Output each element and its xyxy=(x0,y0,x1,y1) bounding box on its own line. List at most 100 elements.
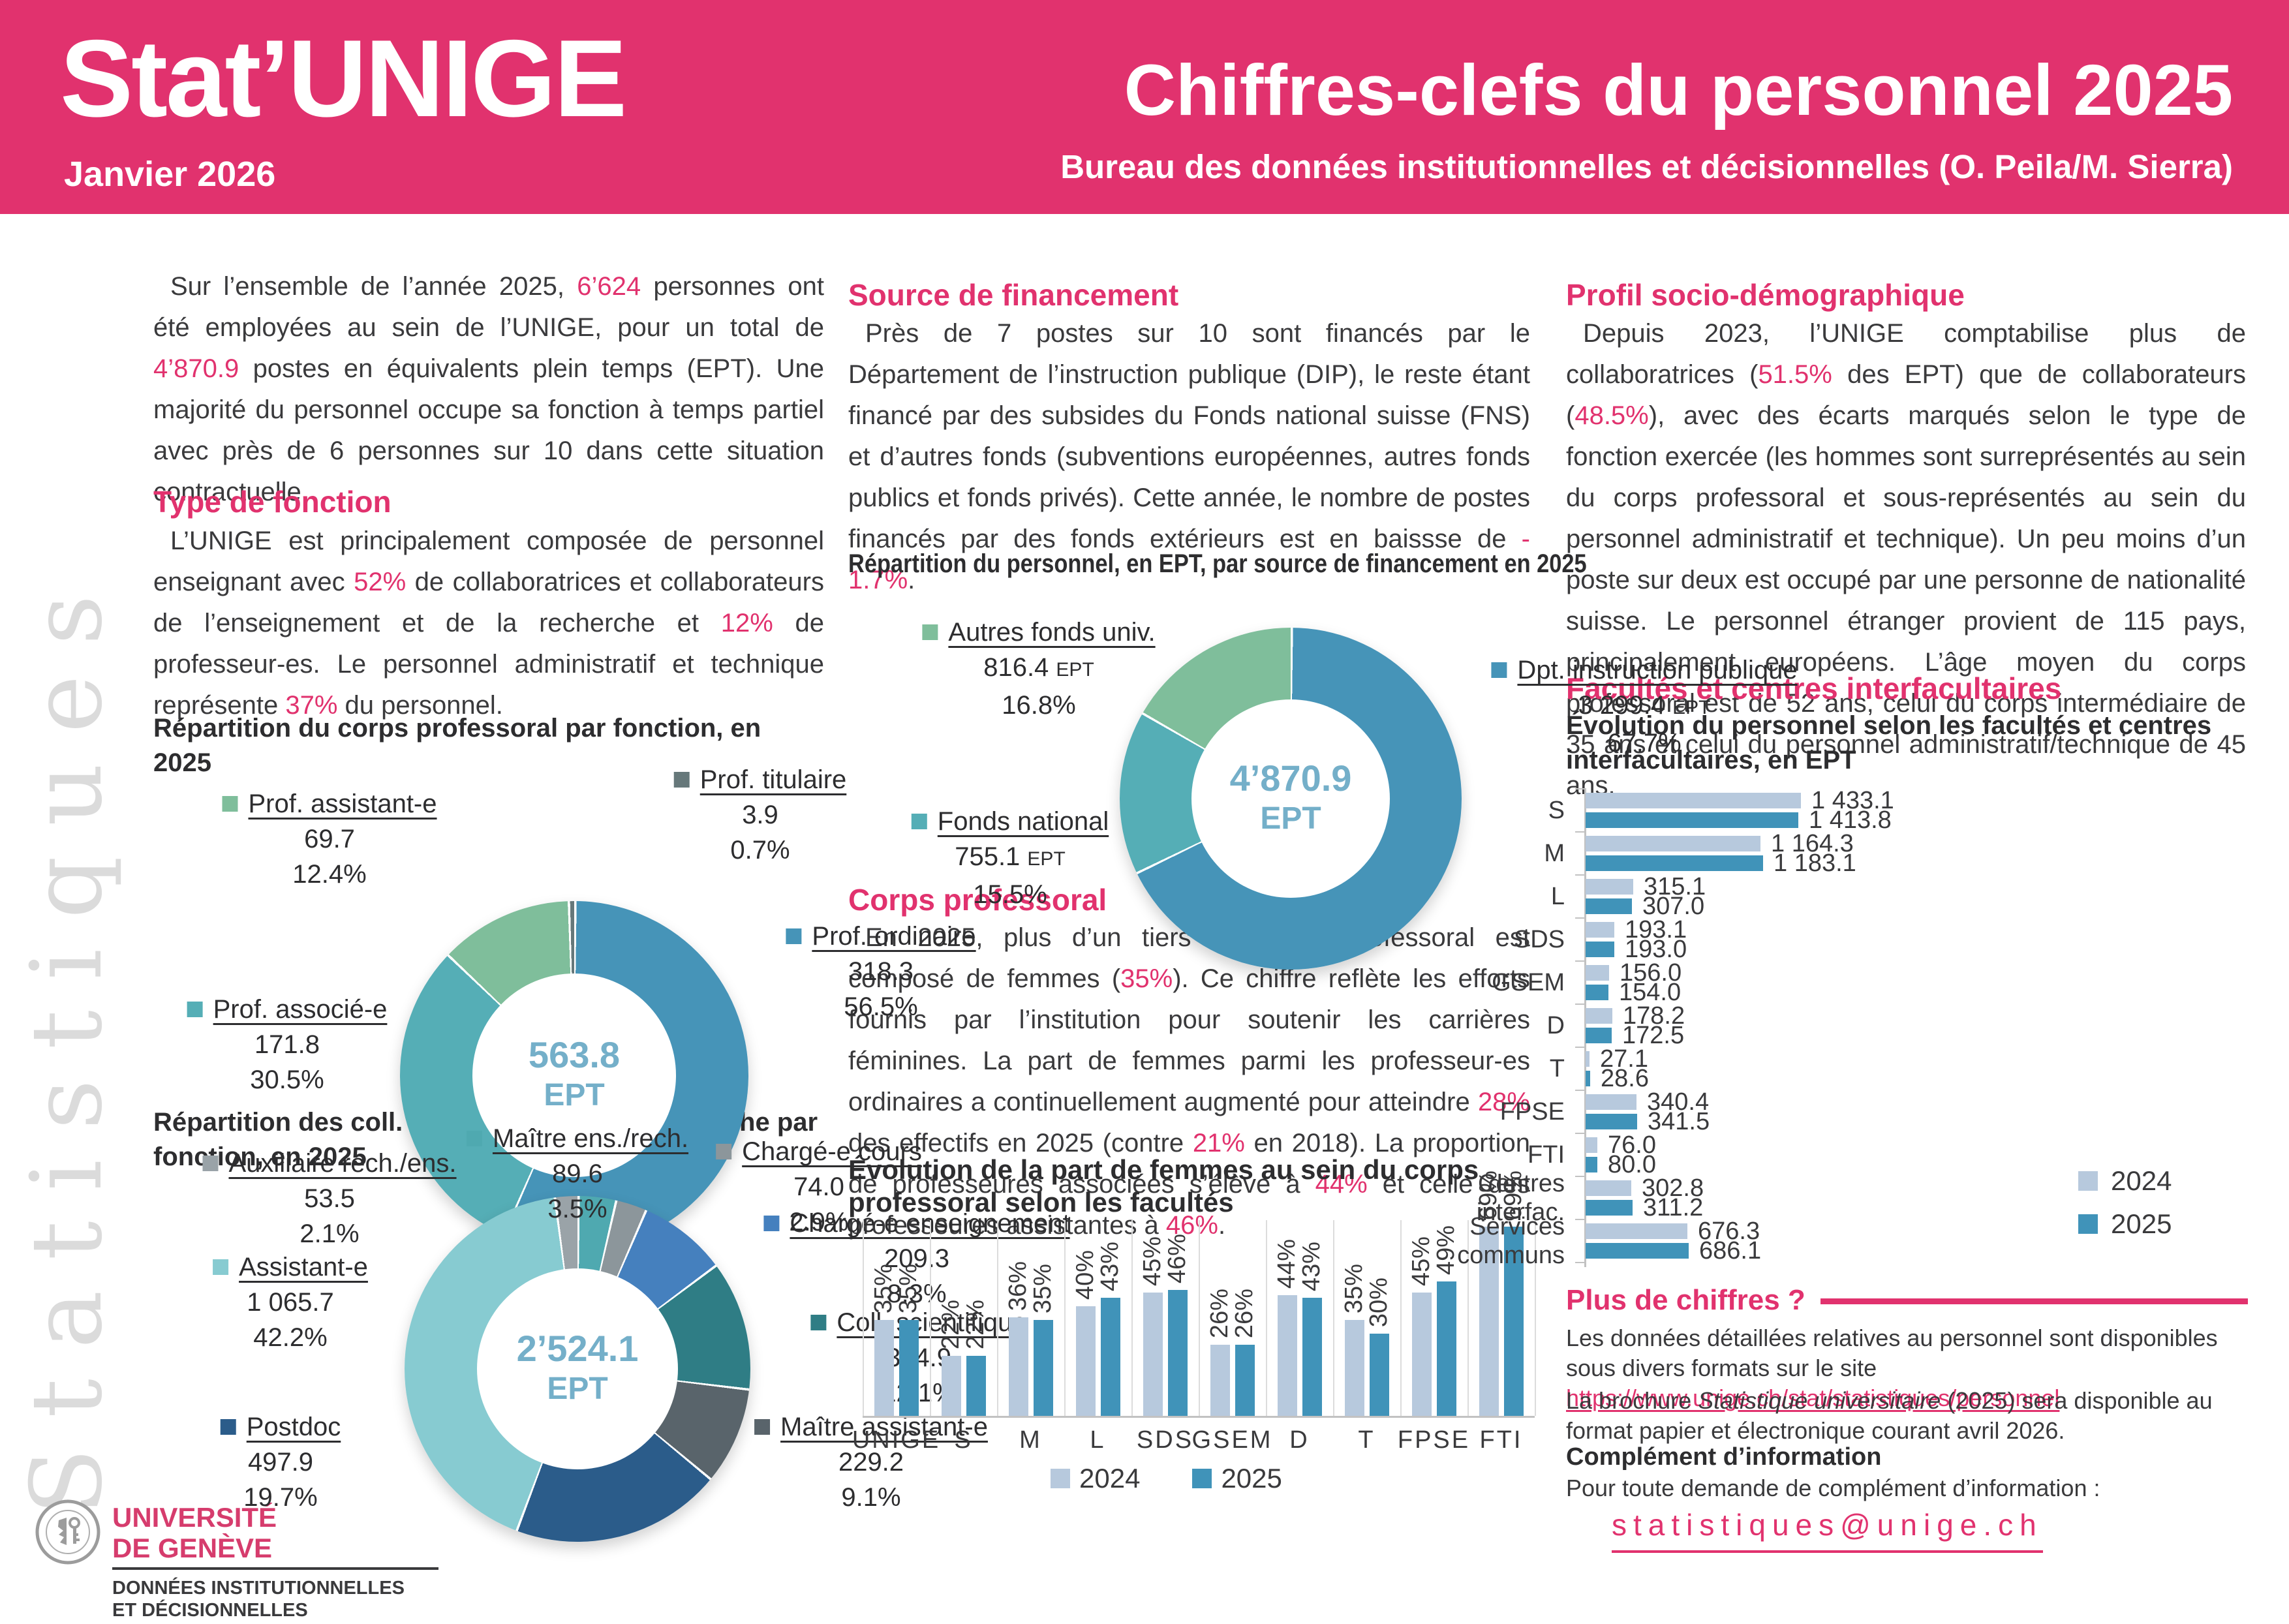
x-axis-category: M xyxy=(1019,1426,1042,1454)
bar-value-label: 27.1 xyxy=(1600,1045,1648,1073)
donut-slice-label: Maître assistant-e 229.2 9.1% xyxy=(754,1409,988,1515)
donut-center-label: 4’870.9 EPT xyxy=(1229,758,1352,836)
donut-center-label: 2’524.1 EPT xyxy=(516,1328,639,1407)
bar-2025 xyxy=(1436,1281,1456,1416)
y-axis-category: S xyxy=(1548,797,1565,824)
axis-tick xyxy=(1575,1004,1584,1005)
x-axis-category: FPSE xyxy=(1397,1426,1471,1454)
contact-email-link[interactable]: statistiques@unige.ch xyxy=(1612,1507,2043,1553)
donut-hole xyxy=(477,1268,678,1469)
gridline xyxy=(930,1220,931,1416)
donut-slice-label: Fonds national 755.1 EPT 15.5% xyxy=(911,804,1109,912)
donut-center-label: 563.8 EPT xyxy=(528,1034,621,1113)
legend-square-icon xyxy=(786,928,802,944)
intro-paragraph: Sur l’ensemble de l’année 2025, 6’624 pe… xyxy=(153,272,824,506)
legend-square-icon xyxy=(810,1315,827,1330)
chart-legend-item: 2024 xyxy=(2078,1165,2172,1197)
bar-value-label: 76.0 xyxy=(1608,1131,1656,1159)
donut-hole xyxy=(472,973,676,1177)
bar-2024 xyxy=(1586,1223,1687,1239)
gridline xyxy=(1064,1220,1066,1416)
y-axis-category: M xyxy=(1544,840,1565,867)
chart-legend: 2024 2025 xyxy=(1051,1463,1321,1494)
y-axis-category: Centres interfac. xyxy=(1476,1170,1565,1226)
bar-2025 xyxy=(1586,1028,1612,1043)
legend-square-icon xyxy=(1051,1469,1070,1488)
bar-value-label: 193.1 xyxy=(1625,916,1687,943)
bar-2025 xyxy=(1503,1227,1524,1416)
x-axis-category: FTI xyxy=(1479,1426,1523,1454)
pink-rule xyxy=(1820,1298,2248,1304)
bar-2025 xyxy=(1586,1114,1637,1129)
legend-square-icon xyxy=(1491,662,1507,678)
legend-square-icon xyxy=(220,1419,236,1435)
profil-paragraph: Depuis 2023, l’UNIGE comptabilise plus d… xyxy=(1566,319,2247,800)
axis-tick xyxy=(1575,1262,1584,1263)
axis-tick xyxy=(1575,1133,1584,1134)
bar-2024 xyxy=(1479,1227,1499,1416)
publication-title: Stat’UNIGE xyxy=(60,17,627,140)
bar-2025 xyxy=(1586,812,1798,828)
legend-square-icon xyxy=(673,772,690,788)
donut-slice-label: Prof. titulaire 3.9 0.7% xyxy=(673,762,846,868)
bar-2025 xyxy=(1033,1320,1053,1416)
bar-value-label: 22% xyxy=(962,1299,989,1349)
bar-2024 xyxy=(1075,1306,1096,1416)
logo-donnees-line: DONNÉES INSTITUTIONNELLES xyxy=(112,1578,405,1599)
logo-universite-line: UNIVERSITÉ xyxy=(112,1502,277,1533)
type-fonction-paragraph: L’UNIGE est principalement composée de p… xyxy=(153,527,824,720)
brochure-text: La brochure Statistique universitaire (2… xyxy=(1566,1387,2213,1444)
unige-seal-logo xyxy=(35,1499,100,1565)
y-axis-category: D xyxy=(1546,1012,1565,1039)
bar-value-label: 341.5 xyxy=(1648,1108,1710,1135)
bar-value-label: 340.4 xyxy=(1647,1088,1710,1116)
donut-slice-label: Postdoc 497.9 19.7% xyxy=(220,1409,341,1515)
chart-title-corps-professoral: Répartition du corps professoral par fon… xyxy=(153,714,761,777)
y-axis-category: FPSE xyxy=(1499,1098,1565,1126)
y-axis-category: SDS xyxy=(1513,926,1565,953)
donut-slice-label: Prof. assistant-e 69.7 12.4% xyxy=(222,786,437,892)
bar-2024 xyxy=(1586,1180,1631,1196)
bar-2024 xyxy=(1586,922,1614,938)
bar-value-label: 307.0 xyxy=(1642,893,1705,920)
bar-2024 xyxy=(1586,793,1801,808)
x-axis-category: GSEM xyxy=(1191,1426,1273,1454)
bar-2025 xyxy=(1586,1071,1590,1086)
gridline xyxy=(1400,1220,1402,1416)
legend-square-icon xyxy=(466,1131,482,1146)
header-band xyxy=(0,0,2289,214)
section-heading-profil: Profil socio-démographique xyxy=(1566,278,1965,312)
plus-info-text: Les données détaillées relatives au pers… xyxy=(1566,1325,2218,1411)
section-heading-facultes: Facultés et centres interfacultaires xyxy=(1566,671,2062,705)
bar-value-label: 1 183.1 xyxy=(1774,850,1856,877)
bar-2025 xyxy=(1586,898,1632,914)
axis-tick xyxy=(1575,1176,1584,1177)
axis-tick xyxy=(1575,960,1584,962)
section-heading-type-fonction: Type de fonction xyxy=(153,485,392,519)
bar-2024 xyxy=(1210,1345,1230,1416)
legend-square-icon xyxy=(754,1419,771,1435)
gridline xyxy=(1266,1220,1267,1416)
x-axis-category: S xyxy=(954,1426,973,1454)
donut-slice-label: Prof. ordinaire 318.3 56.5% xyxy=(786,919,976,1024)
axis-tick xyxy=(1575,874,1584,876)
x-axis-category: UNIGE xyxy=(852,1426,941,1454)
axis-tick xyxy=(1575,788,1584,789)
x-axis xyxy=(863,1416,1535,1418)
complement-text: Pour toute demande de complément d’infor… xyxy=(1566,1475,2100,1501)
section-heading-plus-de-chiffres: Plus de chiffres ? xyxy=(1566,1284,1805,1316)
legend-square-icon xyxy=(2078,1171,2098,1191)
section-heading-source-financement: Source de financement xyxy=(848,278,1179,312)
bar-2024 xyxy=(1586,1051,1590,1067)
chart-legend-item: 2025 xyxy=(2078,1208,2172,1240)
external-link[interactable]: https://www.unige.ch/stat/statistiques/p… xyxy=(1566,1385,2060,1411)
bar-value-label: 43% xyxy=(1096,1241,1124,1291)
donut-slice-label: Autres fonds univ. 816.4 EPT 16.8% xyxy=(922,615,1156,723)
bar-2025 xyxy=(1586,1157,1597,1172)
bar-value-label: 676.3 xyxy=(1698,1218,1760,1245)
bar-value-label: 26% xyxy=(1231,1288,1258,1338)
bar-value-label: 28.6 xyxy=(1601,1065,1649,1092)
x-axis-category: L xyxy=(1090,1426,1106,1454)
bar-2025 xyxy=(1586,1243,1689,1259)
